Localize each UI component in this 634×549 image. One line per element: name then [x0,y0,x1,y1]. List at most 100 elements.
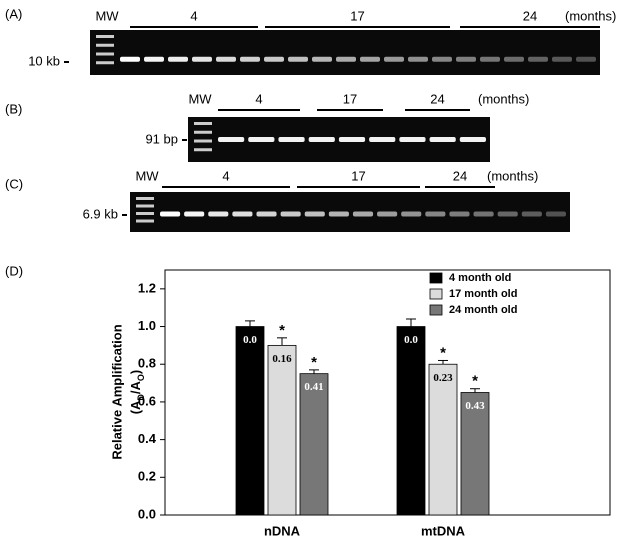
band [240,56,260,62]
band [456,56,476,62]
mw-band [96,61,114,65]
unit-label: (months) [478,91,529,106]
band [528,56,548,62]
band [429,137,456,142]
significance-marker: * [472,373,478,390]
band [552,56,572,62]
band [308,137,335,142]
band [168,56,188,62]
band [377,211,398,217]
significance-marker: * [311,354,317,371]
significance-marker: * [440,344,446,361]
band [278,137,305,142]
bar-label: 0.41 [304,381,323,393]
group-label: 24 [523,8,537,23]
unit-label: (months) [487,168,538,183]
band [459,137,486,142]
bar [396,326,426,516]
bar-label: 0.23 [433,372,453,384]
mw-band [136,212,154,215]
legend-label: 17 month old [449,288,517,300]
bar-label: 0.43 [465,400,485,412]
panel-label: (B) [5,101,22,116]
bar [235,326,265,516]
band [384,56,404,62]
band [216,56,236,62]
group-label: 4 [190,8,197,23]
band [504,56,524,62]
band [545,211,566,217]
size-label: 10 kb [28,53,60,68]
band [401,211,422,217]
y-tick-label: 1.2 [138,280,156,295]
band [352,211,374,217]
band [338,137,366,142]
band [304,211,325,217]
mw-band [194,139,212,143]
panel-label: (D) [5,263,23,278]
group-label: 24 [453,168,467,183]
band [399,137,426,142]
y-axis-label-part: ) [128,370,143,374]
legend-swatch [429,288,443,300]
y-tick-label: 0.8 [138,356,156,371]
y-tick-label: 0.6 [138,393,156,408]
band [280,211,301,217]
band [160,211,181,217]
x-tick-label: mtDNA [421,523,466,538]
legend-label: 4 month old [449,272,511,284]
band [144,56,164,62]
panel-label: (C) [5,176,23,191]
significance-marker: * [279,322,285,339]
legend-swatch [429,272,443,284]
mw-band [194,148,212,152]
legend-swatch [429,304,443,316]
band [328,211,349,217]
y-tick-label: 0.4 [138,431,157,446]
bar-label: 0.0 [243,334,257,346]
mw-band [194,130,212,134]
band [576,56,596,62]
bar [428,363,458,516]
mw-band [136,197,154,200]
band [336,56,356,62]
band [218,137,245,142]
band [256,211,277,217]
band [288,56,308,62]
group-label: 17 [343,91,357,106]
band [521,211,542,217]
band [120,56,140,62]
mw-band [136,204,154,208]
plot-frame [164,269,611,516]
size-label: 6.9 kb [83,206,118,221]
y-axis-label-part: O [136,374,146,381]
mw-label: MW [188,91,212,106]
band [432,56,452,62]
band [480,56,500,62]
y-axis-label-sub: (AD/AO) [128,370,146,415]
mw-band [194,122,212,125]
band [369,137,396,142]
band [192,56,212,62]
panel-label: (A) [5,6,22,21]
mw-band [96,52,114,56]
x-tick-label: nDNA [264,523,301,538]
bar-label: 0.16 [272,353,292,365]
gel [90,30,600,75]
group-label: 4 [255,91,262,106]
bar [299,373,329,516]
y-tick-label: 0.0 [138,506,156,521]
y-axis-label-part: /A [128,380,143,394]
band [408,56,428,62]
band [312,56,332,62]
band [473,211,494,217]
size-label: 91 bp [145,131,178,146]
group-label: 17 [350,8,364,23]
y-tick-label: 0.2 [138,469,156,484]
band [449,211,470,217]
mw-label: MW [95,8,119,23]
band [232,211,253,217]
band [208,211,229,217]
